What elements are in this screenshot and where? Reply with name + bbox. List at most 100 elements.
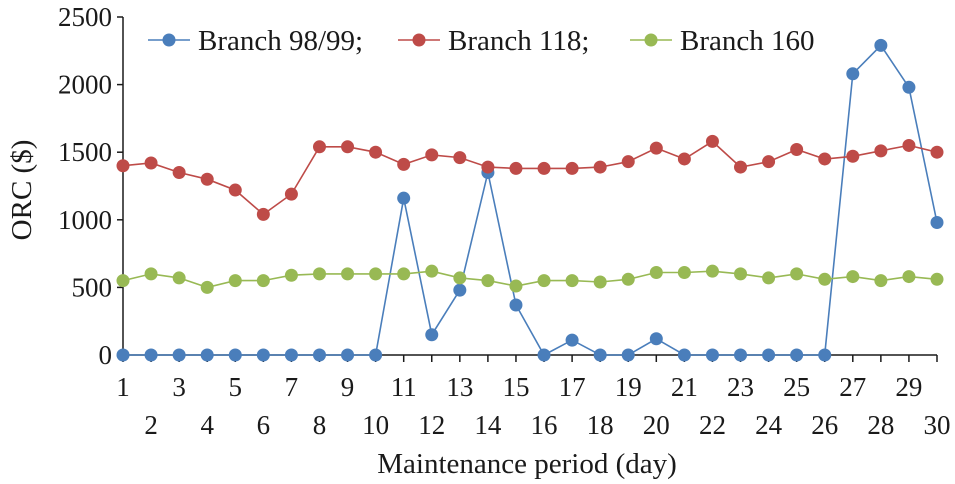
data-point [341,140,355,154]
series-2 [116,134,944,221]
data-point [172,348,186,362]
data-point [818,272,832,286]
series-1 [116,38,944,362]
x-tick-label: 8 [313,410,327,440]
data-point [369,267,383,281]
data-point [284,187,298,201]
data-point [144,348,158,362]
data-point [200,172,214,186]
data-point [846,67,860,81]
x-axis-title: Maintenance period (day) [377,448,677,480]
series-line [123,44,938,357]
data-point [453,151,467,165]
data-point [172,271,186,285]
data-point [200,348,214,362]
x-tick-label: 26 [811,410,838,440]
x-tick-label: 3 [172,372,186,402]
data-point [902,80,916,94]
data-point [818,152,832,166]
x-tick-label: 5 [229,372,243,402]
data-point [790,142,804,156]
y-tick-label: 500 [72,272,113,302]
data-point [312,140,326,154]
x-tick-label: 9 [341,372,355,402]
legend-label: Branch 118; [448,25,589,57]
data-point [116,348,130,362]
data-point [256,274,270,288]
x-tick-label: 24 [755,410,783,440]
y-axis-title: ORC ($) [6,140,38,241]
data-point [762,271,776,285]
data-point [144,156,158,170]
data-point [649,141,663,155]
legend-marker [162,33,176,47]
x-tick-label: 13 [446,372,473,402]
x-tick-label: 29 [895,372,922,402]
x-tick-label: 4 [200,410,214,440]
y-tick-label: 1500 [58,137,112,167]
data-point [649,332,663,346]
data-point [312,267,326,281]
legend-marker [644,33,658,47]
data-point [453,271,467,285]
data-point [734,348,748,362]
data-point [481,274,495,288]
data-point [509,161,523,175]
data-point [818,348,832,362]
x-tick-label: 1 [116,372,130,402]
data-point [256,207,270,221]
data-point [425,148,439,162]
data-point [762,155,776,169]
data-point [256,348,270,362]
data-point [705,348,719,362]
data-point [228,348,242,362]
data-point [312,348,326,362]
series-line [122,270,938,289]
data-point [677,266,691,280]
data-point [284,348,298,362]
x-tick-label: 22 [699,410,726,440]
data-point [677,348,691,362]
data-point [930,216,944,230]
x-tick-label: 14 [474,410,502,440]
data-point [649,266,663,280]
data-point [397,267,411,281]
data-point [537,274,551,288]
x-tick-label: 30 [924,410,951,440]
legend-label: Branch 98/99; [198,25,363,57]
axes: 0500100015002000250012345678910111213141… [58,2,951,440]
x-tick-label: 2 [144,410,158,440]
data-point [593,275,607,289]
x-tick-label: 16 [531,410,558,440]
data-point [116,274,130,288]
data-point [677,152,691,166]
legend-label: Branch 160 [680,25,815,57]
data-point [621,348,635,362]
data-point [369,145,383,159]
x-tick-label: 25 [783,372,810,402]
data-point [565,333,579,347]
x-tick-label: 23 [727,372,754,402]
data-point [172,165,186,179]
data-point [425,264,439,278]
data-point [369,348,383,362]
data-point [930,272,944,286]
data-point [341,348,355,362]
x-tick-label: 21 [671,372,698,402]
data-point [621,272,635,286]
x-tick-label: 12 [418,410,445,440]
series-layer [116,38,944,362]
data-point [425,328,439,342]
data-point [846,149,860,163]
x-tick-label: 7 [285,372,299,402]
data-point [874,144,888,158]
data-point [874,38,888,52]
legend: Branch 98/99; Branch 118; Branch 160 [148,25,815,57]
data-point [874,274,888,288]
x-tick-label: 6 [257,410,271,440]
data-point [762,348,776,362]
x-tick-label: 28 [867,410,894,440]
data-point [144,267,158,281]
data-point [341,267,355,281]
x-tick-label: 11 [391,372,417,402]
